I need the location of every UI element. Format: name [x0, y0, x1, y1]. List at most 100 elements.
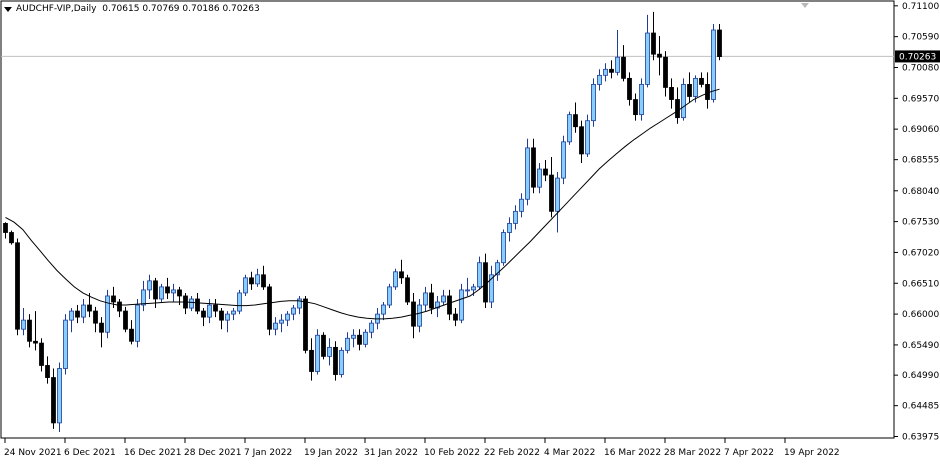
candle-bull — [513, 210, 518, 224]
candle-bear — [531, 147, 536, 188]
candle-bull — [57, 368, 62, 424]
candle-bear — [87, 304, 92, 312]
candle-bull — [465, 289, 470, 292]
candle-bear — [405, 277, 410, 303]
candle-bear — [687, 84, 692, 97]
candle-bear — [249, 277, 254, 285]
candle-bull — [159, 286, 164, 300]
candle-bull — [225, 313, 230, 321]
y-tick-label: 0.64990 — [902, 371, 939, 381]
x-tick-label: 28 Mar 2022 — [664, 448, 721, 458]
candles — [3, 11, 722, 432]
candle-bull — [147, 280, 152, 291]
candle-bear — [93, 310, 98, 324]
x-tick-label: 7 Jan 2022 — [244, 448, 292, 458]
candle-bear — [543, 168, 548, 176]
candle-bear — [165, 286, 170, 294]
candle-bear — [261, 274, 266, 288]
dropdown-arrow-icon[interactable] — [4, 7, 12, 12]
x-tick-label: 19 Jan 2022 — [304, 448, 358, 458]
candle-bull — [537, 168, 542, 188]
candle-bull — [525, 147, 530, 200]
candle-bear — [177, 289, 182, 297]
candle-bull — [369, 322, 374, 333]
candle-bear — [579, 126, 584, 155]
candle-bull — [207, 304, 212, 318]
candle-bear — [267, 286, 272, 330]
candle-bear — [15, 242, 20, 330]
candle-bull — [681, 84, 686, 119]
y-tick-label: 0.67530 — [902, 218, 939, 228]
candle-bear — [75, 310, 80, 318]
x-tick-label: 6 Dec 2021 — [64, 448, 116, 458]
candle-bear — [201, 310, 206, 318]
candle-bull — [363, 331, 368, 345]
candle-bear — [195, 298, 200, 312]
candle-bull — [495, 262, 500, 276]
candle-bear — [117, 301, 122, 312]
y-tick-label: 0.63975 — [902, 432, 939, 442]
candle-bull — [273, 322, 278, 330]
candle-bear — [357, 334, 362, 345]
candle-bull — [471, 286, 476, 291]
candle-bear — [453, 313, 458, 321]
y-tick-label: 0.67020 — [902, 248, 939, 258]
candle-bull — [315, 334, 320, 372]
candle-bull — [693, 77, 698, 97]
candle-bull — [171, 289, 176, 294]
symbol-label: AUDCHF-VIP,Daily — [16, 4, 97, 14]
candle-bear — [219, 310, 224, 321]
ma-line — [5, 88, 720, 320]
candle-bull — [603, 68, 608, 76]
candle-bear — [621, 56, 626, 79]
candle-bear — [429, 292, 434, 309]
candle-bear — [669, 87, 674, 100]
candle-bull — [255, 274, 260, 285]
candle-bear — [717, 29, 722, 58]
candle-bear — [705, 84, 710, 100]
candle-bull — [387, 286, 392, 306]
y-tick-label: 0.66510 — [902, 279, 939, 289]
candle-bull — [441, 295, 446, 303]
candle-bull — [297, 298, 302, 309]
candle-bear — [549, 174, 554, 212]
candle-bear — [39, 342, 44, 366]
y-tick-label: 0.70590 — [902, 33, 939, 43]
axes — [0, 0, 895, 439]
candle-bull — [231, 310, 236, 315]
candle-bear — [99, 322, 104, 333]
candle-bull — [639, 84, 644, 116]
candle-bear — [309, 349, 314, 372]
y-tick-label: 0.66000 — [902, 310, 939, 320]
candle-bull — [417, 304, 422, 327]
candle-bull — [381, 304, 386, 315]
candle-bear — [213, 304, 218, 312]
candle-bull — [615, 56, 620, 73]
candle-bear — [333, 346, 338, 375]
candle-bull — [285, 313, 290, 321]
x-tick-label: 4 Mar 2022 — [544, 448, 595, 458]
candle-bull — [501, 232, 506, 264]
candle-bear — [399, 271, 404, 279]
candle-bull — [345, 337, 350, 351]
x-tick-label: 16 Mar 2022 — [604, 448, 661, 458]
candle-bull — [477, 262, 482, 288]
candle-bear — [3, 223, 8, 233]
plot-frame — [0, 0, 895, 439]
candle-bull — [339, 349, 344, 375]
x-tick-label: 7 Apr 2022 — [724, 448, 774, 458]
candle-bear — [651, 32, 656, 55]
candle-bull — [597, 74, 602, 85]
candle-bear — [573, 114, 578, 128]
y-tick-label: 0.65490 — [902, 341, 939, 351]
candle-bull — [591, 84, 596, 122]
candle-bull — [423, 292, 428, 306]
candle-bear — [123, 310, 128, 330]
x-tick-label: 22 Feb 2022 — [484, 448, 540, 458]
candle-bear — [153, 280, 158, 300]
candle-bear — [627, 77, 632, 100]
candle-bull — [69, 310, 74, 321]
candle-bear — [633, 99, 638, 116]
moving-average — [5, 88, 720, 320]
candle-bear — [699, 77, 704, 85]
